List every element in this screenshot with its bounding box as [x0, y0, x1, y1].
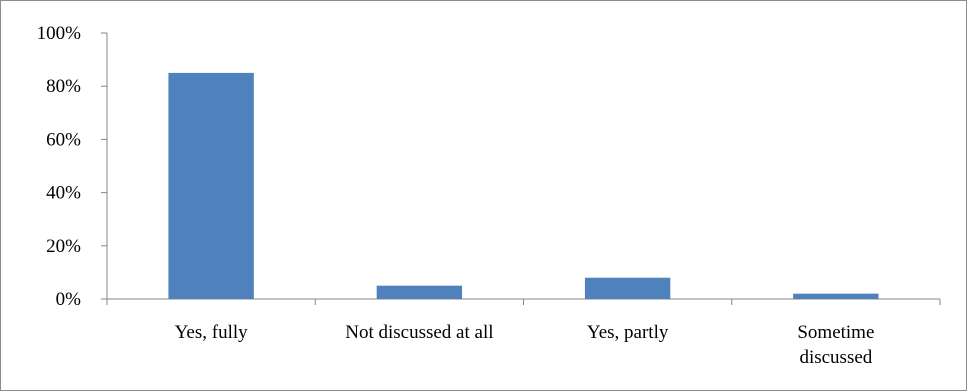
y-tick-label: 20%: [46, 236, 81, 257]
x-axis-labels: Yes, fully Not discussed at all Yes, partl…: [175, 322, 875, 368]
x-category-label: Not discussed at all: [345, 322, 493, 343]
y-tick-label: 60%: [46, 129, 81, 150]
y-tick-label: 100%: [37, 23, 82, 44]
bar: [168, 72, 254, 300]
bar: [584, 277, 671, 299]
y-tick-label: 0%: [56, 289, 82, 310]
bar-series: [168, 72, 879, 300]
x-category-label: discussed: [799, 347, 872, 368]
x-category-label: Sometime: [797, 322, 874, 343]
y-tick-label: 80%: [46, 76, 81, 97]
y-tick-label: 40%: [46, 183, 81, 204]
bar: [376, 285, 463, 299]
y-axis-ticks: 0% 20% 40% 60% 80% 100%: [37, 23, 107, 310]
x-category-label: Yes, partly: [587, 322, 669, 343]
x-category-label: Yes, fully: [175, 322, 249, 343]
bar: [793, 293, 879, 299]
